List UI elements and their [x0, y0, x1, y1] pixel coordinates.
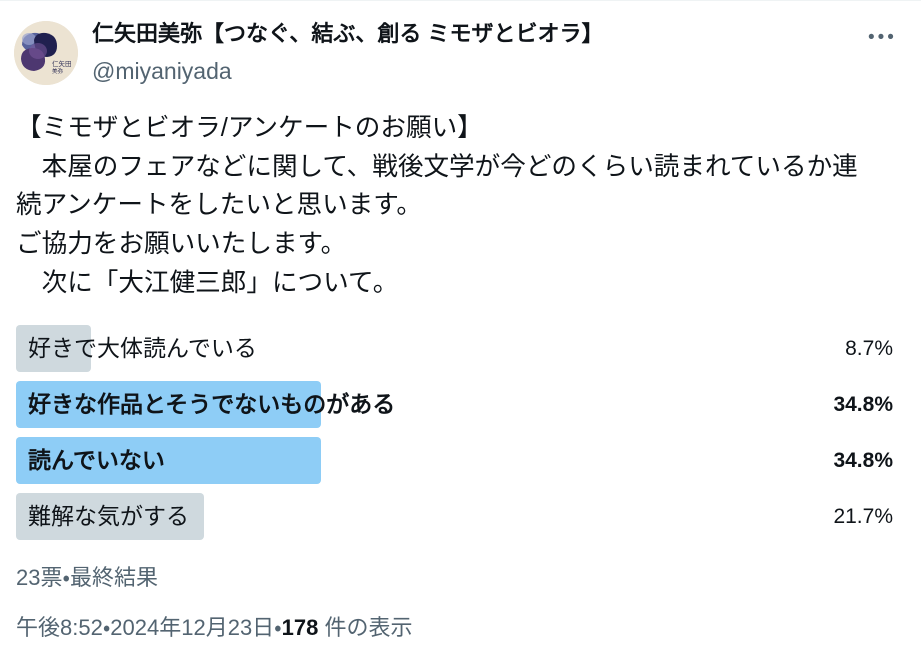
svg-text:美弥: 美弥 [52, 67, 64, 75]
svg-text:仁矢田: 仁矢田 [52, 59, 72, 68]
